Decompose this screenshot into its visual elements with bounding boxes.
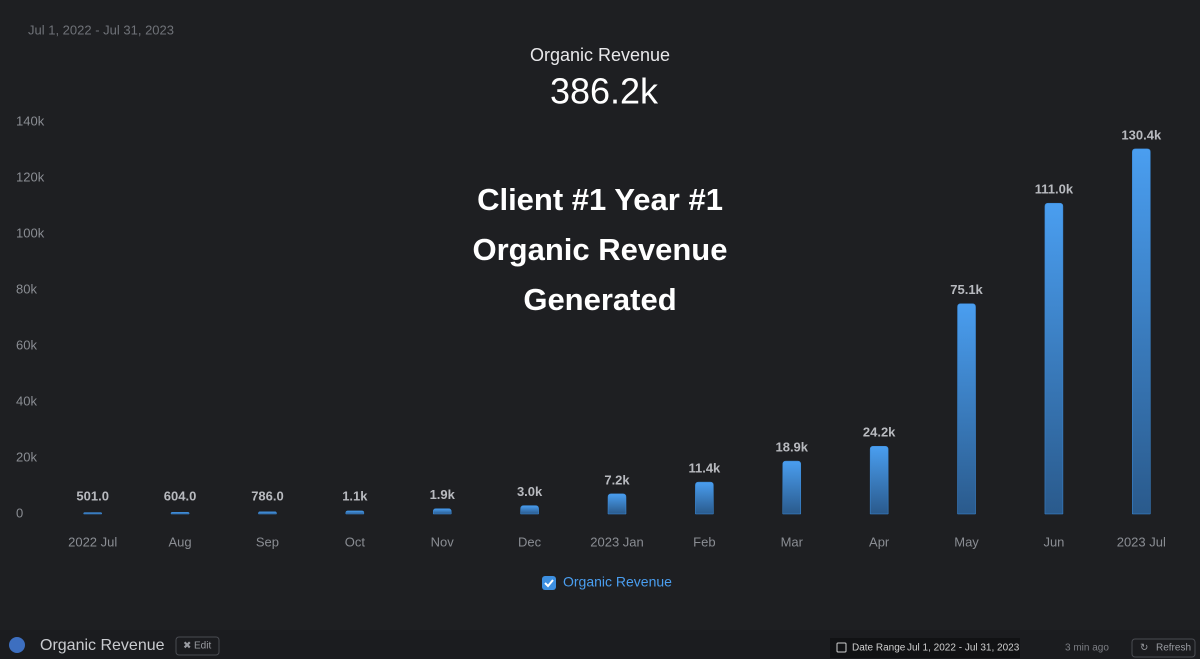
legend-checkbox[interactable] — [542, 576, 556, 590]
bar — [869, 445, 889, 515]
refresh-icon: ↻ — [1140, 643, 1148, 654]
y-tick-label: 40k — [16, 393, 37, 408]
x-tick-label: Sep — [256, 534, 279, 549]
x-tick-label: Mar — [781, 534, 804, 549]
x-tick-label: Nov — [431, 534, 455, 549]
bar — [170, 512, 190, 515]
value-label: 786.0 — [251, 488, 284, 503]
date-range-value[interactable]: Jul 1, 2022 - Jul 31, 2023 — [907, 643, 1020, 654]
bar — [1044, 202, 1064, 515]
y-tick-label: 0 — [16, 505, 23, 520]
bar — [432, 508, 452, 515]
calendar-icon — [836, 642, 847, 653]
bar — [520, 505, 539, 515]
value-label: 75.1k — [950, 282, 983, 297]
value-label: 604.0 — [164, 488, 197, 503]
bar — [1132, 148, 1151, 515]
bar — [695, 481, 714, 515]
plot: 0 20k 40k 60k 80k 100k 120k 140k 2022 Jul 501.0 Au… — [16, 113, 1166, 549]
x-tick-label: May — [954, 534, 979, 549]
y-tick-label: 140k — [16, 113, 45, 128]
legend[interactable]: Organic Revenue — [542, 574, 672, 590]
date-range: Jul 1, 2022 - Jul 31, 2023 — [28, 22, 174, 37]
widget-icon — [9, 637, 25, 653]
edit-label[interactable]: Edit — [194, 641, 211, 652]
refresh-label[interactable]: Refresh — [1156, 643, 1191, 654]
edit-button[interactable] — [175, 636, 220, 656]
x-tick-label: Apr — [869, 534, 890, 549]
x-tick-label: Dec — [518, 534, 542, 549]
y-tick-label: 60k — [16, 337, 37, 352]
y-tick-label: 80k — [16, 281, 37, 296]
x-tick-label: Aug — [169, 534, 192, 549]
total: 386.2k — [550, 71, 659, 112]
value-label: 501.0 — [76, 488, 109, 503]
y-tick-label: 20k — [16, 449, 37, 464]
chart-title: Organic Revenue — [530, 45, 670, 65]
value-label: 18.9k — [775, 440, 808, 455]
value-label: 7.2k — [604, 472, 630, 487]
x-tick-label: Jun — [1043, 534, 1064, 549]
refresh-button[interactable] — [1131, 638, 1196, 658]
overlay-text: Organic Revenue — [473, 232, 728, 267]
value-label: 130.4k — [1121, 127, 1162, 142]
value-label: 11.4k — [688, 461, 721, 476]
x-tick-label: 2023 Jan — [590, 534, 644, 549]
overlay-text: Client #1 Year #1 — [477, 182, 723, 217]
x-tick-label: 2022 Jul — [68, 534, 117, 549]
x-tick-label: Oct — [345, 534, 366, 549]
bar — [782, 460, 802, 515]
bar — [258, 511, 277, 515]
footer-title: Organic Revenue — [40, 637, 165, 654]
edit-icon: ✖ — [183, 641, 191, 652]
value-label: 1.9k — [430, 487, 456, 502]
value-label: 3.0k — [517, 484, 543, 499]
value-label: 1.1k — [342, 488, 368, 503]
updated: 3 min ago — [1065, 643, 1109, 654]
y-tick-label: 120k — [16, 169, 45, 184]
y-tick-label: 100k — [16, 225, 45, 240]
bar — [345, 510, 365, 515]
value-label: 24.2k — [863, 425, 896, 440]
bar — [607, 493, 627, 515]
bar — [957, 303, 976, 515]
date-range-label: Date Range — [852, 643, 906, 654]
check-icon — [544, 579, 554, 588]
x-tick-label: Feb — [693, 534, 715, 549]
x-tick-label: 2023 Jul — [1117, 534, 1166, 549]
overlay-text: Generated — [523, 282, 676, 317]
value-label: 111.0k — [1035, 182, 1074, 197]
date-range-box[interactable] — [830, 638, 1020, 658]
bar — [83, 512, 102, 515]
legend-label[interactable]: Organic Revenue — [563, 574, 672, 590]
